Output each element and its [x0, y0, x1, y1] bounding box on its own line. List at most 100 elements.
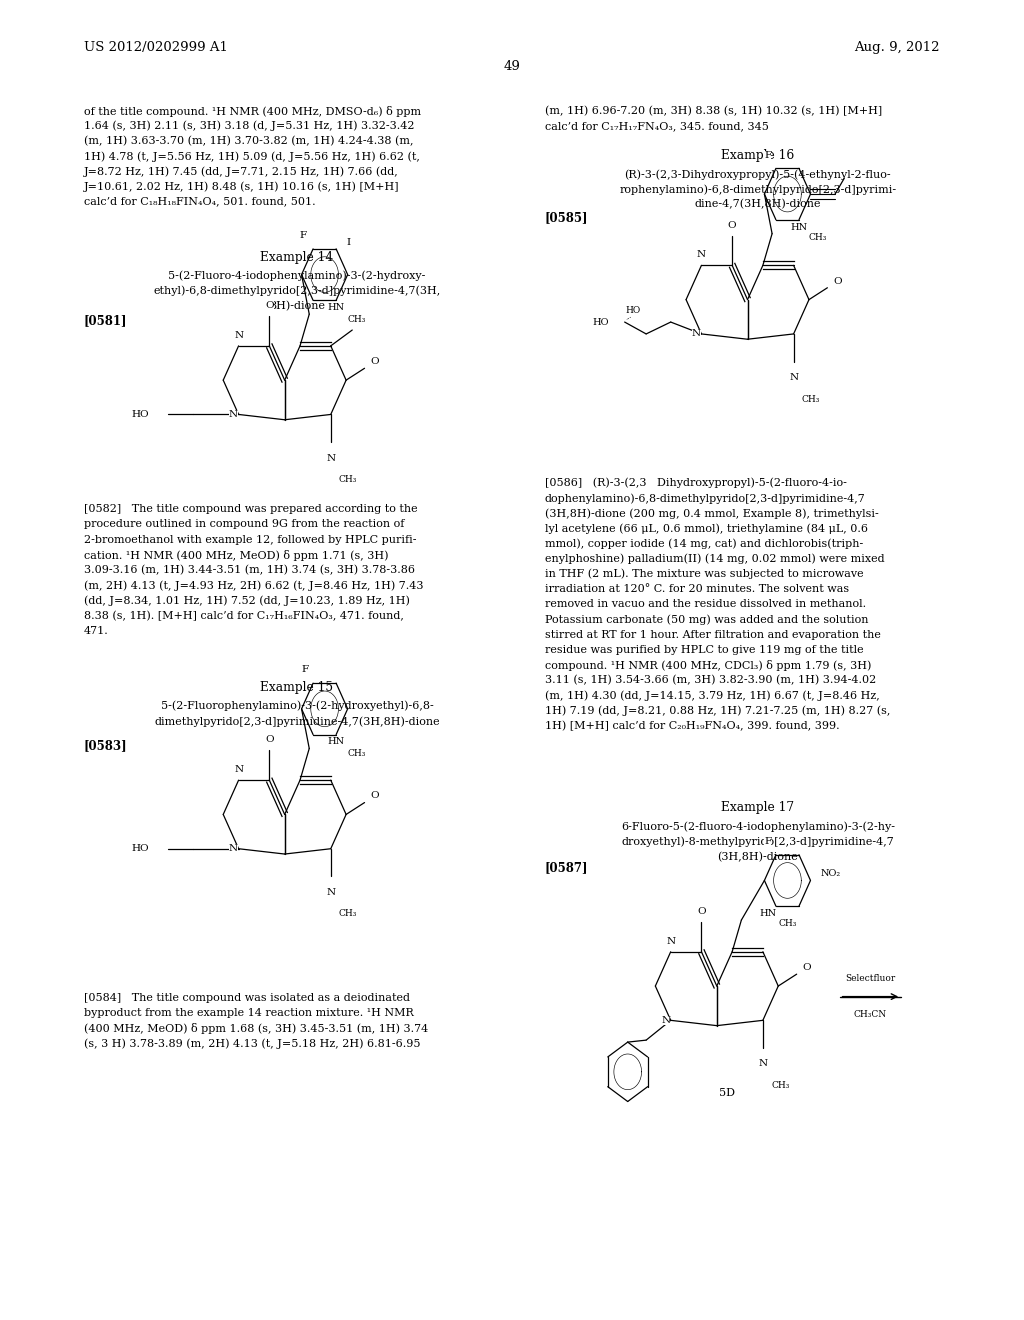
Text: (s, 3 H) 3.78-3.89 (m, 2H) 4.13 (t, J=5.18 Hz, 2H) 6.81-6.95: (s, 3 H) 3.78-3.89 (m, 2H) 4.13 (t, J=5.…	[84, 1038, 421, 1049]
Text: in THF (2 mL). The mixture was subjected to microwave: in THF (2 mL). The mixture was subjected…	[545, 569, 863, 579]
Text: mmol), copper iodide (14 mg, cat) and dichlorobis(triph-: mmol), copper iodide (14 mg, cat) and di…	[545, 539, 863, 549]
Text: (3H,8H)-dione (200 mg, 0.4 mmol, Example 8), trimethylsi-: (3H,8H)-dione (200 mg, 0.4 mmol, Example…	[545, 508, 879, 519]
Text: enylphoshine) palladium(II) (14 mg, 0.02 mmol) were mixed: enylphoshine) palladium(II) (14 mg, 0.02…	[545, 554, 885, 565]
Text: F: F	[299, 231, 306, 240]
Text: rophenylamino)-6,8-dimethylpyrido[2,3-d]pyrimi-: rophenylamino)-6,8-dimethylpyrido[2,3-d]…	[620, 183, 896, 195]
Text: O: O	[834, 277, 842, 285]
Text: procedure outlined in compound 9G from the reaction of: procedure outlined in compound 9G from t…	[84, 519, 404, 529]
Text: Example 16: Example 16	[721, 149, 795, 162]
Text: Example 15: Example 15	[260, 681, 334, 694]
Text: calc’d for C₁₇H₁₇FN₄O₃, 345. found, 345: calc’d for C₁₇H₁₇FN₄O₃, 345. found, 345	[545, 121, 769, 131]
Text: cation. ¹H NMR (400 MHz, MeOD) δ ppm 1.71 (s, 3H): cation. ¹H NMR (400 MHz, MeOD) δ ppm 1.7…	[84, 549, 388, 561]
Text: (m, 1H) 3.63-3.70 (m, 1H) 3.70-3.82 (m, 1H) 4.24-4.38 (m,: (m, 1H) 3.63-3.70 (m, 1H) 3.70-3.82 (m, …	[84, 136, 414, 147]
Text: F: F	[764, 150, 771, 160]
Text: Potassium carbonate (50 mg) was added and the solution: Potassium carbonate (50 mg) was added an…	[545, 615, 868, 626]
Text: F: F	[301, 665, 308, 675]
Text: 8.38 (s, 1H). [M+H] calc’d for C₁₇H₁₆FIN₄O₃, 471. found,: 8.38 (s, 1H). [M+H] calc’d for C₁₇H₁₆FIN…	[84, 610, 403, 620]
Text: [0581]: [0581]	[84, 314, 127, 327]
Text: [0583]: [0583]	[84, 739, 128, 752]
Text: N: N	[327, 888, 335, 896]
Text: HO: HO	[626, 306, 641, 314]
Text: CH₃: CH₃	[339, 909, 357, 919]
Text: stirred at RT for 1 hour. After filtration and evaporation the: stirred at RT for 1 hour. After filtrati…	[545, 630, 881, 640]
Text: ethyl)-6,8-dimethylpyrido[2,3-d]pyrimidine-4,7(3H,: ethyl)-6,8-dimethylpyrido[2,3-d]pyrimidi…	[154, 286, 440, 297]
Text: CH₃: CH₃	[348, 750, 366, 759]
Text: [0584]   The title compound was isolated as a deiodinated: [0584] The title compound was isolated a…	[84, 993, 410, 1003]
Text: HN: HN	[328, 738, 345, 746]
Text: US 2012/0202999 A1: US 2012/0202999 A1	[84, 41, 228, 54]
Text: 49: 49	[504, 59, 520, 73]
Text: N: N	[662, 1016, 670, 1024]
Text: O: O	[265, 735, 273, 744]
Text: (m, 2H) 4.13 (t, J=4.93 Hz, 2H) 6.62 (t, J=8.46 Hz, 1H) 7.43: (m, 2H) 4.13 (t, J=4.93 Hz, 2H) 6.62 (t,…	[84, 581, 424, 591]
Text: compound. ¹H NMR (400 MHz, CDCl₃) δ ppm 1.79 (s, 3H): compound. ¹H NMR (400 MHz, CDCl₃) δ ppm …	[545, 660, 871, 671]
Text: N: N	[234, 766, 243, 774]
Text: Selectfluor: Selectfluor	[845, 974, 896, 983]
Text: CH₃: CH₃	[809, 232, 827, 242]
Text: [0582]   The title compound was prepared according to the: [0582] The title compound was prepared a…	[84, 504, 418, 515]
Text: 1.64 (s, 3H) 2.11 (s, 3H) 3.18 (d, J=5.31 Hz, 1H) 3.32-3.42: 1.64 (s, 3H) 2.11 (s, 3H) 3.18 (d, J=5.3…	[84, 121, 415, 132]
Text: dimethylpyrido[2,3-d]pyrimidine-4,7(3H,8H)-dione: dimethylpyrido[2,3-d]pyrimidine-4,7(3H,8…	[155, 715, 439, 727]
Text: 3.09-3.16 (m, 1H) 3.44-3.51 (m, 1H) 3.74 (s, 3H) 3.78-3.86: 3.09-3.16 (m, 1H) 3.44-3.51 (m, 1H) 3.74…	[84, 565, 415, 576]
Text: residue was purified by HPLC to give 119 mg of the title: residue was purified by HPLC to give 119…	[545, 644, 863, 655]
Text: dophenylamino)-6,8-dimethylpyrido[2,3-d]pyrimidine-4,7: dophenylamino)-6,8-dimethylpyrido[2,3-d]…	[545, 492, 865, 504]
Text: 6-Fluoro-5-(2-fluoro-4-iodophenylamino)-3-(2-hy-: 6-Fluoro-5-(2-fluoro-4-iodophenylamino)-…	[621, 821, 895, 832]
Text: N: N	[327, 454, 335, 462]
Text: N: N	[229, 411, 238, 418]
Text: (dd, J=8.34, 1.01 Hz, 1H) 7.52 (dd, J=10.23, 1.89 Hz, 1H): (dd, J=8.34, 1.01 Hz, 1H) 7.52 (dd, J=10…	[84, 595, 410, 606]
Text: O: O	[265, 301, 273, 310]
Text: 2-bromoethanol with example 12, followed by HPLC purifi-: 2-bromoethanol with example 12, followed…	[84, 535, 417, 545]
Text: 1H) [M+H] calc’d for C₂₀H₁₉FN₄O₄, 399. found, 399.: 1H) [M+H] calc’d for C₂₀H₁₉FN₄O₄, 399. f…	[545, 721, 840, 731]
Text: ...: ...	[624, 313, 632, 321]
Text: N: N	[667, 937, 675, 945]
Text: dine-4,7(3H,8H)-dione: dine-4,7(3H,8H)-dione	[694, 199, 821, 210]
Text: HO: HO	[132, 411, 150, 418]
Text: CH₃: CH₃	[778, 919, 797, 928]
Text: CH₃: CH₃	[348, 315, 366, 325]
Text: of the title compound. ¹H NMR (400 MHz, DMSO-d₆) δ ppm: of the title compound. ¹H NMR (400 MHz, …	[84, 106, 421, 116]
Text: HN: HN	[791, 223, 808, 231]
Text: O: O	[728, 220, 736, 230]
Text: I: I	[346, 238, 350, 247]
Text: O: O	[371, 358, 379, 366]
Text: O: O	[803, 964, 811, 972]
Text: byproduct from the example 14 reaction mixture. ¹H NMR: byproduct from the example 14 reaction m…	[84, 1008, 414, 1018]
Text: J=8.72 Hz, 1H) 7.45 (dd, J=7.71, 2.15 Hz, 1H) 7.66 (dd,: J=8.72 Hz, 1H) 7.45 (dd, J=7.71, 2.15 Hz…	[84, 166, 398, 177]
Text: (R)-3-(2,3-Dihydroxypropyl)-5-(4-ethynyl-2-fluo-: (R)-3-(2,3-Dihydroxypropyl)-5-(4-ethynyl…	[625, 169, 891, 180]
Text: [0585]: [0585]	[545, 211, 588, 224]
Text: N: N	[692, 330, 700, 338]
Text: Example 14: Example 14	[260, 251, 334, 264]
Text: HO: HO	[132, 845, 150, 853]
Text: 5D: 5D	[719, 1088, 735, 1098]
Text: N: N	[234, 331, 243, 339]
Text: CH₃: CH₃	[339, 475, 357, 484]
Text: N: N	[759, 1060, 767, 1068]
Text: N: N	[790, 374, 798, 381]
Text: CH₃CN: CH₃CN	[854, 1010, 887, 1019]
Text: O: O	[371, 792, 379, 800]
Text: Example 17: Example 17	[721, 801, 795, 814]
Text: 5-(2-Fluoro-4-iodophenylamino)-3-(2-hydroxy-: 5-(2-Fluoro-4-iodophenylamino)-3-(2-hydr…	[168, 271, 426, 281]
Text: N: N	[697, 251, 706, 259]
Text: (m, 1H) 4.30 (dd, J=14.15, 3.79 Hz, 1H) 6.67 (t, J=8.46 Hz,: (m, 1H) 4.30 (dd, J=14.15, 3.79 Hz, 1H) …	[545, 690, 880, 701]
Text: calc’d for C₁₈H₁₈FIN₄O₄, 501. found, 501.: calc’d for C₁₈H₁₈FIN₄O₄, 501. found, 501…	[84, 197, 315, 207]
Text: (m, 1H) 6.96-7.20 (m, 3H) 8.38 (s, 1H) 10.32 (s, 1H) [M+H]: (m, 1H) 6.96-7.20 (m, 3H) 8.38 (s, 1H) 1…	[545, 106, 882, 116]
Text: 1H) 7.19 (dd, J=8.21, 0.88 Hz, 1H) 7.21-7.25 (m, 1H) 8.27 (s,: 1H) 7.19 (dd, J=8.21, 0.88 Hz, 1H) 7.21-…	[545, 705, 890, 717]
Text: irradiation at 120° C. for 20 minutes. The solvent was: irradiation at 120° C. for 20 minutes. T…	[545, 583, 849, 594]
Text: 5-(2-Fluorophenylamino)-3-(2-hydroxyethyl)-6,8-: 5-(2-Fluorophenylamino)-3-(2-hydroxyethy…	[161, 701, 433, 711]
Text: Aug. 9, 2012: Aug. 9, 2012	[855, 41, 940, 54]
Text: 471.: 471.	[84, 626, 109, 636]
Text: HN: HN	[328, 304, 345, 312]
Text: removed in vacuo and the residue dissolved in methanol.: removed in vacuo and the residue dissolv…	[545, 599, 866, 610]
Text: [0586]   (R)-3-(2,3   Dihydroxypropyl)-5-(2-fluoro-4-io-: [0586] (R)-3-(2,3 Dihydroxypropyl)-5-(2-…	[545, 478, 847, 488]
Text: [0587]: [0587]	[545, 861, 588, 874]
Text: droxyethyl)-8-methylpyrido[2,3-d]pyrimidine-4,7: droxyethyl)-8-methylpyrido[2,3-d]pyrimid…	[622, 837, 894, 847]
Text: HO: HO	[593, 318, 609, 326]
Text: 3.11 (s, 1H) 3.54-3.66 (m, 3H) 3.82-3.90 (m, 1H) 3.94-4.02: 3.11 (s, 1H) 3.54-3.66 (m, 3H) 3.82-3.90…	[545, 675, 876, 685]
Text: 8H)-dione: 8H)-dione	[269, 301, 325, 312]
Text: CH₃: CH₃	[771, 1081, 790, 1090]
Text: O: O	[697, 907, 706, 916]
Text: HN: HN	[760, 909, 777, 917]
Text: F: F	[764, 837, 771, 846]
Text: lyl acetylene (66 μL, 0.6 mmol), triethylamine (84 μL, 0.6: lyl acetylene (66 μL, 0.6 mmol), triethy…	[545, 523, 867, 535]
